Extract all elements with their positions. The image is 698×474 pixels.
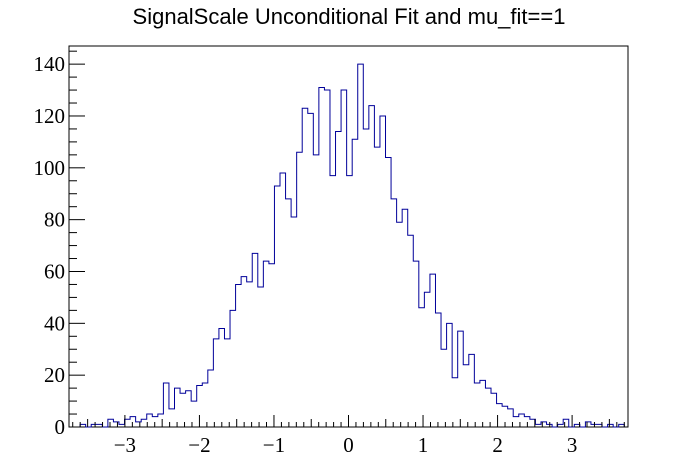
histogram-bin — [485, 388, 491, 427]
histogram-bin — [136, 422, 142, 427]
histogram-bin — [336, 132, 342, 427]
histogram-bin — [402, 209, 408, 427]
histogram-bin — [474, 383, 480, 427]
histogram-bin — [286, 199, 292, 427]
histogram-bin — [313, 155, 319, 427]
histogram-bin — [413, 261, 419, 427]
histogram-bin — [480, 380, 486, 427]
histogram-bin — [236, 284, 242, 427]
histogram-bin — [113, 422, 119, 427]
histogram-bin — [441, 349, 447, 427]
y-tick-label: 140 — [34, 52, 66, 76]
histogram-bin — [263, 261, 269, 427]
histogram-bin — [491, 393, 497, 427]
histogram-bin — [269, 264, 275, 427]
histogram-outline — [69, 63, 625, 428]
x-tick-label: −2 — [188, 433, 210, 457]
histogram-bin — [141, 419, 147, 427]
histogram-bin — [319, 87, 325, 427]
histogram-bin — [280, 173, 286, 427]
x-tick-label: 0 — [343, 433, 354, 457]
histogram-bin — [324, 90, 330, 427]
histogram-bin — [180, 393, 186, 427]
y-tick-label: 20 — [44, 363, 65, 387]
y-tick-label: 60 — [44, 259, 65, 283]
histogram-bin — [458, 331, 464, 427]
histogram-bin — [163, 383, 169, 427]
histogram-bin — [363, 129, 369, 427]
histogram-bin — [452, 378, 458, 427]
x-tick-label: 3 — [567, 433, 578, 457]
histogram-bin — [291, 217, 297, 427]
y-tick-label: 100 — [34, 156, 66, 180]
histogram-bin — [358, 64, 364, 427]
histogram-bin — [369, 106, 375, 427]
histogram-bin — [213, 339, 219, 427]
histogram-bin — [341, 90, 347, 427]
histogram-bin — [463, 365, 469, 427]
histogram-bin — [302, 108, 308, 427]
y-tick-label: 0 — [55, 415, 66, 439]
histogram-bin — [435, 313, 441, 427]
histogram-bin — [447, 323, 453, 427]
histogram-bin — [563, 419, 569, 427]
histogram-bin — [175, 388, 181, 427]
histogram-bin — [208, 370, 214, 427]
histogram-bin — [386, 157, 392, 427]
histogram-bin — [274, 186, 280, 427]
y-tick-label: 120 — [34, 104, 66, 128]
histogram-bin — [419, 308, 425, 427]
histogram-bin — [230, 310, 236, 427]
histogram-bin — [308, 113, 314, 427]
x-tick-label: −3 — [114, 433, 136, 457]
plot-frame — [68, 45, 629, 428]
histogram-bin — [186, 391, 192, 427]
x-tick-label: −1 — [263, 433, 285, 457]
y-tick-label: 80 — [44, 208, 65, 232]
histogram-bin — [224, 339, 230, 427]
histogram-bin — [585, 422, 591, 427]
x-tick-label: 2 — [492, 433, 503, 457]
histogram-bin — [391, 199, 397, 427]
chart-title: SignalScale Unconditional Fit and mu_fit… — [132, 4, 566, 29]
histogram-bin — [430, 274, 436, 427]
histogram-bin — [108, 419, 114, 427]
histogram-bin — [352, 139, 358, 427]
histogram-bin — [469, 354, 475, 427]
histogram-bin — [330, 176, 336, 427]
y-tick-label: 40 — [44, 311, 65, 335]
histogram-bin — [380, 116, 386, 427]
histogram-bin — [347, 176, 353, 427]
x-tick-label: 1 — [418, 433, 429, 457]
histogram-bin — [247, 282, 253, 427]
histogram-bin — [202, 383, 208, 427]
histogram-bin — [397, 222, 403, 427]
histogram-bin — [130, 417, 136, 427]
histogram-bin — [258, 287, 264, 427]
histogram-bin — [374, 147, 380, 427]
histogram-bin — [241, 277, 247, 427]
histogram-bin — [513, 417, 519, 427]
histogram-bin — [252, 253, 258, 427]
histogram-bin — [219, 329, 225, 427]
histogram-bin — [424, 292, 430, 427]
histogram-bin — [408, 235, 414, 427]
histogram-bin — [297, 152, 303, 427]
